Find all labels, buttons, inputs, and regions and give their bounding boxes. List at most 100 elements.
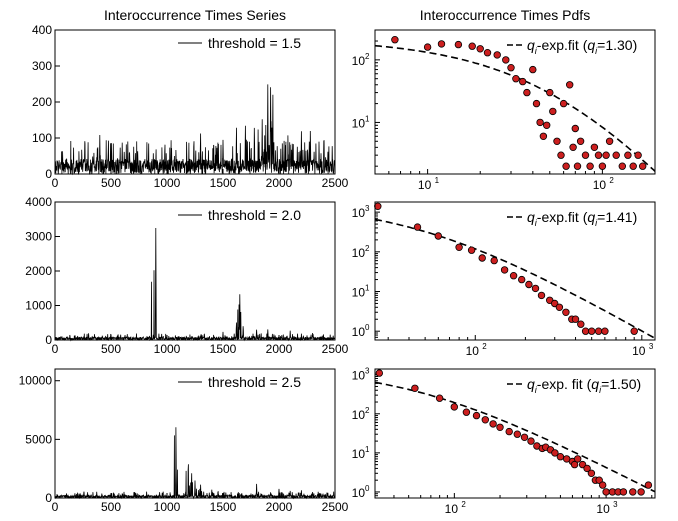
x-tick-label: 1500 [210, 500, 237, 514]
data-point [639, 162, 647, 170]
x-tick-label: 0 [52, 176, 59, 190]
x-tick-label: 1500 [210, 342, 237, 356]
series-line [54, 84, 336, 176]
data-point [576, 137, 585, 145]
data-point [543, 121, 551, 129]
panel-frame [54, 368, 336, 499]
data-point [630, 327, 638, 335]
x-tick-exponent: 2 [609, 176, 614, 185]
data-point [450, 403, 458, 411]
data-point [434, 232, 442, 240]
data-point [531, 284, 540, 293]
x-tick-label: 0 [52, 500, 59, 514]
panel-frame [54, 29, 336, 175]
y-tick-label: 4000 [25, 195, 52, 209]
data-point [602, 488, 610, 496]
right-column-title: Interoccurrence Times Pdfs [420, 7, 590, 23]
data-point [483, 49, 492, 57]
data-point [493, 51, 501, 59]
legend-label: threshold = 1.5 [208, 35, 301, 51]
data-point [618, 162, 626, 170]
y-tick-exponent: 2 [365, 244, 370, 253]
data-point [586, 162, 594, 170]
legend-label: qi-exp.fit (qi=1.41) [527, 209, 637, 228]
data-point [525, 280, 533, 289]
data-point [454, 40, 463, 49]
data-point [519, 77, 527, 86]
panel-frame [374, 368, 656, 499]
data-point [509, 272, 518, 280]
x-tick-label: 2500 [322, 342, 349, 356]
y-tick-label: 10 [352, 325, 366, 339]
data-point [520, 433, 529, 441]
y-tick-exponent: 0 [365, 323, 370, 332]
x-tick-label: 2000 [266, 500, 293, 514]
data-point [555, 303, 564, 311]
data-point [537, 291, 546, 300]
legend: threshold = 2.5 [178, 374, 301, 390]
y-tick-label: 300 [32, 59, 52, 73]
legend: qi-exp.fit (qi=1.41) [507, 209, 637, 228]
data-point [570, 460, 579, 469]
x-tick-label: 10 [418, 178, 432, 192]
y-tick-label: 10 [352, 447, 366, 461]
data-point [629, 162, 637, 170]
legend-label: threshold = 2.0 [208, 207, 301, 223]
data-point [502, 56, 510, 64]
x-tick-label: 2500 [322, 176, 349, 190]
data-point [605, 137, 614, 145]
data-point [536, 118, 544, 127]
x-tick-label: 2000 [266, 342, 293, 356]
data-point [527, 437, 535, 445]
y-tick-exponent: 2 [365, 406, 370, 415]
data-point [472, 411, 481, 420]
data-point [467, 246, 476, 254]
data-point [629, 488, 637, 496]
x-tick-label: 2000 [266, 176, 293, 190]
data-point [573, 162, 582, 170]
fit-curve [374, 381, 656, 493]
x-tick-label: 1500 [210, 176, 237, 190]
fit-curve [374, 44, 656, 172]
data-point [577, 320, 585, 328]
panel-frame [374, 201, 656, 341]
x-tick-label: 500 [101, 342, 121, 356]
data-point [595, 476, 603, 484]
y-tick-exponent: 2 [365, 52, 370, 61]
x-tick-label: 500 [101, 500, 121, 514]
panel-1: 0 500 1000 1500 2000 2500 0 100 200 300 400 thresho… [32, 23, 349, 190]
panel-frame [374, 29, 656, 175]
x-tick-exponent: 3 [649, 342, 654, 351]
data-point [532, 99, 541, 108]
panel-frame [54, 201, 336, 341]
x-tick-label: 500 [101, 176, 121, 190]
x-tick-label: 2500 [322, 500, 349, 514]
x-tick-label: 0 [52, 342, 59, 356]
data-point [612, 151, 620, 159]
data-point [539, 132, 548, 140]
x-tick-label: 10 [632, 344, 646, 358]
data-point [590, 143, 599, 151]
legend-label: qi-exp. fit (qi=1.50) [527, 376, 641, 395]
data-point [599, 481, 607, 489]
data-point [437, 40, 446, 48]
legend-label: qi-exp.fit (qi=1.30) [527, 37, 637, 56]
data-point [619, 488, 628, 496]
data-point [529, 65, 537, 74]
data-point [489, 420, 497, 428]
series-line [54, 227, 336, 342]
y-tick-label: 400 [32, 23, 52, 37]
data-point [518, 275, 526, 284]
data-point [391, 36, 399, 44]
data-point [375, 369, 383, 377]
data-point [581, 151, 590, 159]
y-tick-label: 2000 [25, 264, 52, 278]
panel-4: 10 2 10 310 010 110 210 3qi-exp.fit (qi=1.41) [352, 201, 656, 358]
series-line [54, 427, 336, 500]
y-tick-exponent: 3 [365, 367, 370, 376]
x-tick-exponent: 2 [482, 342, 487, 351]
data-point [481, 416, 489, 424]
data-point [581, 327, 590, 335]
y-tick-label: 100 [32, 131, 52, 145]
y-tick-label: 10 [352, 408, 366, 422]
